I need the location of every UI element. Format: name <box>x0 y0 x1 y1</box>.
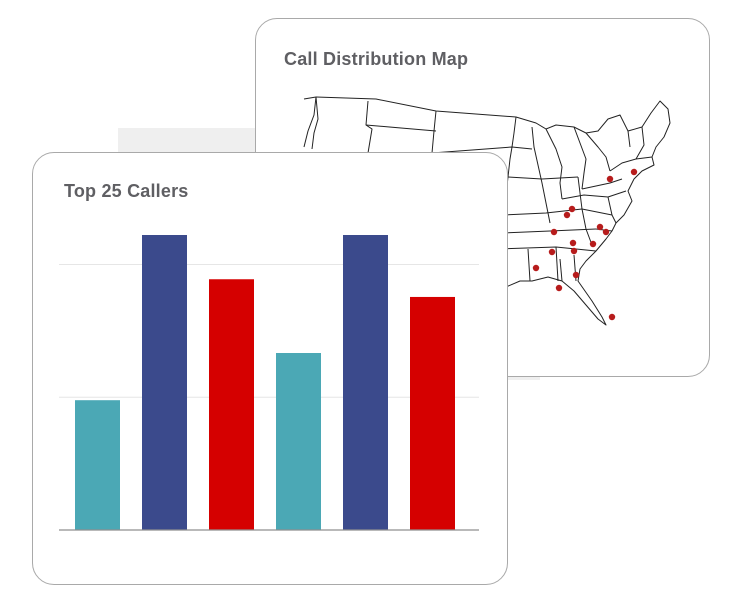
map-marker[interactable] <box>555 284 563 292</box>
map-marker[interactable] <box>596 223 604 231</box>
call-markers <box>532 168 638 321</box>
bar[interactable] <box>142 235 187 530</box>
map-marker[interactable] <box>563 211 571 219</box>
map-marker[interactable] <box>550 228 558 236</box>
map-marker[interactable] <box>570 247 578 255</box>
map-marker[interactable] <box>569 239 577 247</box>
map-marker[interactable] <box>630 168 638 176</box>
bar[interactable] <box>276 353 321 530</box>
map-marker[interactable] <box>568 205 576 213</box>
bar-chart <box>59 235 479 531</box>
map-title: Call Distribution Map <box>284 49 469 69</box>
map-marker[interactable] <box>606 175 614 183</box>
top-callers-chart-card: Top 25 Callers <box>32 152 508 585</box>
map-marker[interactable] <box>608 313 616 321</box>
map-marker[interactable] <box>602 228 610 236</box>
chart-title: Top 25 Callers <box>64 181 189 201</box>
us-map <box>303 96 671 326</box>
map-marker[interactable] <box>589 240 597 248</box>
bar[interactable] <box>343 235 388 530</box>
map-marker[interactable] <box>572 271 580 279</box>
bar[interactable] <box>410 296 455 530</box>
us-map-outline <box>303 96 671 326</box>
bar[interactable] <box>209 279 254 530</box>
map-marker[interactable] <box>548 248 556 256</box>
bar[interactable] <box>75 400 120 530</box>
map-marker[interactable] <box>532 264 540 272</box>
